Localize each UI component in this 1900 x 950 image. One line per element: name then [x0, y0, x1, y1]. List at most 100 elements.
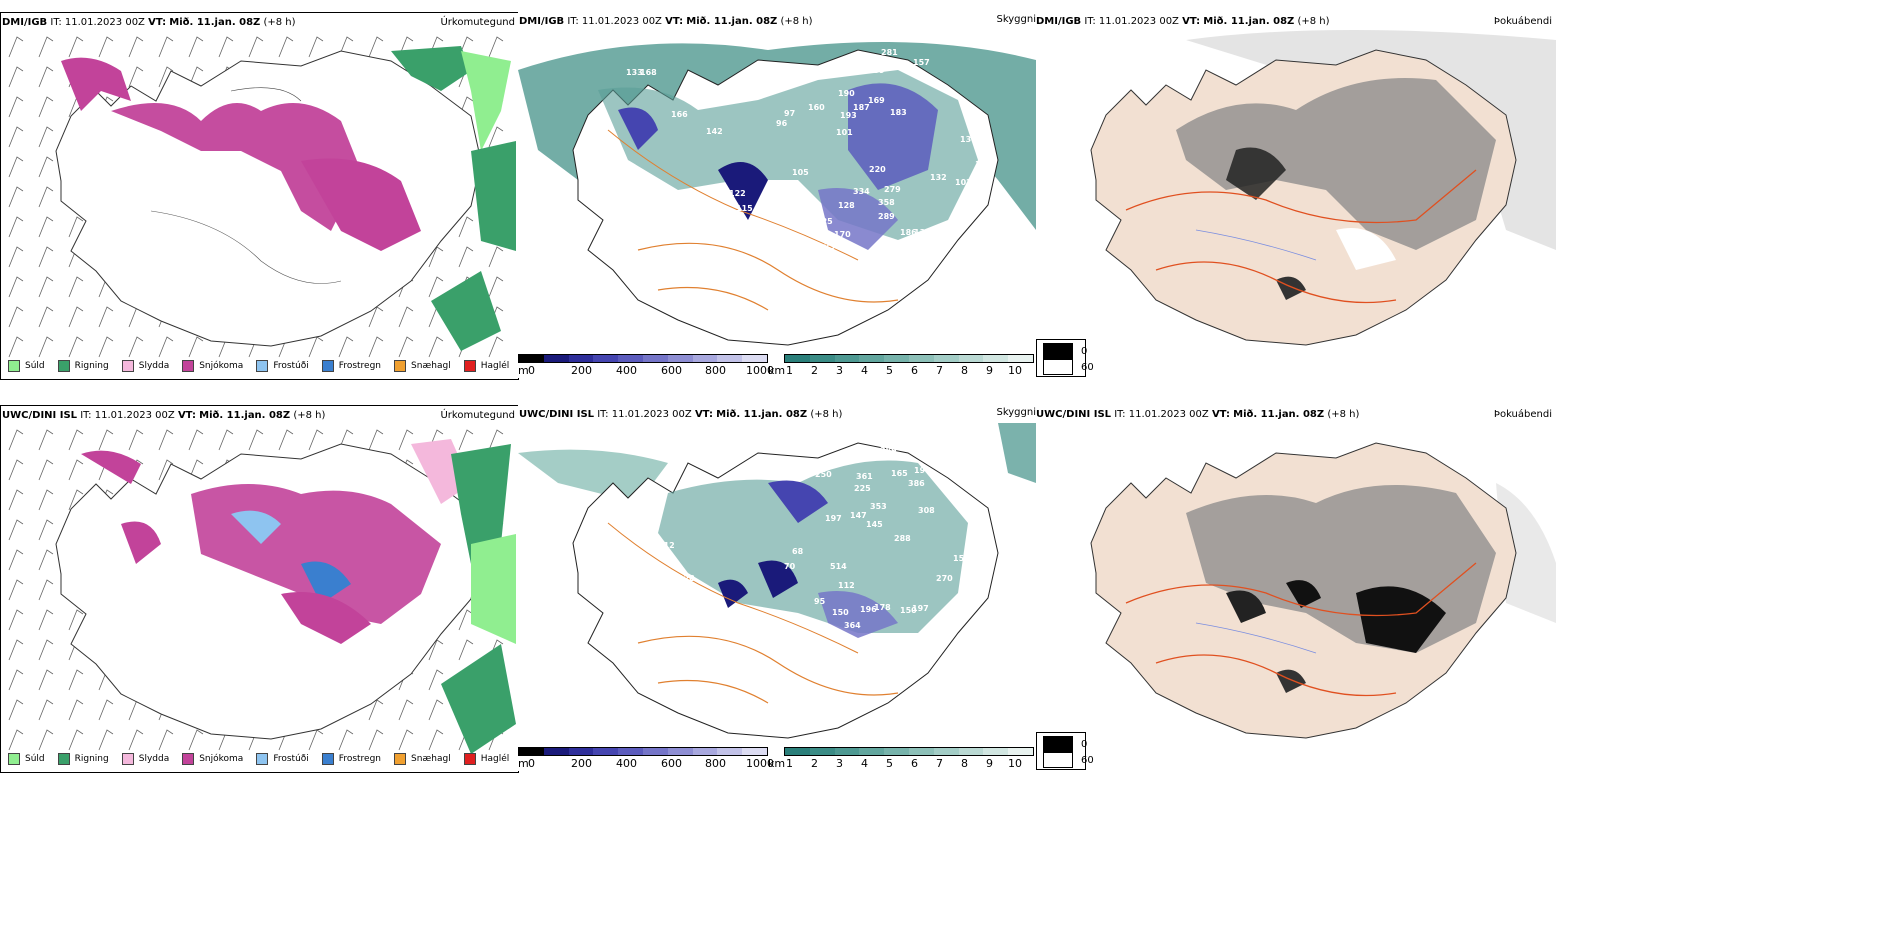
precip-legend: Súld Rigning Slydda Snjókoma Frostúði Fr… — [8, 360, 522, 372]
station-value: 160 — [808, 103, 825, 112]
panel-title: UWC/DINI ISL IT: 11.01.2023 00Z VT: Mið.… — [519, 409, 843, 420]
legend-swatch — [1043, 343, 1073, 359]
station-value: 216 — [799, 458, 816, 467]
legend-item-sudl: Súld — [8, 360, 45, 372]
station-value: 157 — [913, 58, 930, 67]
scale-ticks: km 1 2 3 4 5 6 7 8 9 10 — [768, 757, 1022, 770]
station-value: 97 — [784, 109, 795, 118]
fog-legend-item: 60 — [1043, 359, 1094, 375]
panel-title: DMI/IGB IT: 11.01.2023 00Z VT: Mið. 11.j… — [1036, 16, 1330, 27]
visibility-map: 389 141 216 250 361 165 196 386 225 353 … — [518, 423, 1036, 739]
station-value: 514 — [830, 562, 847, 571]
legend-swatch — [182, 360, 195, 372]
station-value: 308 — [918, 506, 935, 515]
field-name: Þokuábendi — [1493, 409, 1552, 420]
panel-title: DMI/IGB IT: 11.01.2023 00Z VT: Mið. 11.j… — [519, 16, 813, 27]
station-value: 170 — [834, 230, 851, 239]
station-value: 225 — [854, 484, 871, 493]
legend-swatch — [121, 360, 134, 372]
scale-bar — [784, 747, 1034, 756]
panel-title: DMI/IGB IT: 11.01.2023 00Z VT: Mið. 11.j… — [2, 17, 296, 28]
station-value: 141 — [780, 462, 797, 471]
station-value: 389 — [880, 446, 897, 455]
precip-legend: Súld Rigning Slydda Snjókoma Frostúði Fr… — [8, 753, 522, 765]
station-value: 128 — [660, 576, 677, 585]
legend-item-snjokoma: Snjókoma — [182, 753, 243, 765]
legend-item-frostudi: Frostúði — [256, 753, 309, 765]
legend-swatch — [463, 753, 476, 765]
station-value: 193 — [840, 111, 857, 120]
station-value: 197 — [912, 604, 929, 613]
station-value: 196 — [860, 605, 877, 614]
legend-item-frostregn: Frostregn — [321, 360, 381, 372]
legend-swatch — [321, 360, 334, 372]
legend-swatch — [57, 753, 70, 765]
fog-legend: 0 60 — [1036, 732, 1094, 770]
field-name: Skyggni — [996, 14, 1036, 25]
station-value: 250 — [815, 470, 832, 479]
scale-ticks: m 0 200 400 600 800 1000 — [518, 364, 774, 377]
legend-swatch — [256, 360, 269, 372]
legend-swatch — [1043, 736, 1073, 752]
legend-swatch — [8, 753, 20, 765]
field-name: Úrkomutegund — [440, 17, 515, 28]
station-value: 101 — [836, 128, 853, 137]
legend-swatch — [394, 360, 407, 372]
legend-item-slydda: Slydda — [121, 753, 169, 765]
legend-item-snaehagl: Snæhagl — [394, 753, 451, 765]
legend-item-frostudi: Frostúði — [256, 360, 309, 372]
legend-swatch — [394, 753, 407, 765]
legend-swatch — [57, 360, 70, 372]
panel-title: UWC/DINI ISL IT: 11.01.2023 00Z VT: Mið.… — [1036, 409, 1360, 420]
fog-legend: 0 60 — [1036, 339, 1094, 377]
station-value: 158 — [953, 554, 970, 563]
station-value: 112 — [838, 581, 855, 590]
station-value: 96 — [776, 119, 788, 128]
station-value: 128 — [838, 201, 855, 210]
station-value: 220 — [869, 165, 886, 174]
station-value: 95 — [814, 597, 826, 606]
visibility-scale: km 1 2 3 4 5 6 7 8 9 10 — [768, 747, 1034, 770]
station-value: 133 — [626, 68, 643, 77]
legend-swatch — [463, 360, 476, 372]
station-value: 128 — [678, 574, 695, 583]
field-name: Úrkomutegund — [440, 410, 515, 421]
station-value: 196 — [914, 466, 931, 475]
legend-item-rigning: Rigning — [57, 360, 109, 372]
fog-map — [1090, 442, 1556, 739]
station-value: 68 — [792, 547, 804, 556]
station-value: 353 — [864, 635, 881, 644]
station-value: 133 — [914, 228, 931, 237]
legend-swatch — [121, 753, 134, 765]
visibility-scale: km 1 2 3 4 5 6 7 8 9 10 — [768, 354, 1034, 377]
station-value: 142 — [706, 127, 723, 136]
station-value: 353 — [870, 502, 887, 511]
legend-item-haglel: Haglél — [463, 753, 509, 765]
station-value: 122 — [729, 189, 746, 198]
cloud-base-scale: m 0 200 400 600 800 1000 — [518, 354, 774, 377]
station-value: 147 — [850, 511, 867, 520]
station-value: 334 — [853, 187, 870, 196]
station-value: 178 — [874, 603, 891, 612]
station-value: 166 — [671, 110, 688, 119]
legend-swatch — [1043, 752, 1073, 768]
station-value: 148 — [785, 203, 802, 212]
legend-item-snaehagl: Snæhagl — [394, 360, 451, 372]
scale-bar — [518, 354, 768, 363]
scale-bar — [784, 354, 1034, 363]
visibility-panel-bottom: UWC/DINI ISL IT: 11.01.2023 00Z VT: Mið.… — [518, 405, 1036, 771]
station-value: 281 — [881, 48, 898, 57]
station-value: 132 — [930, 173, 947, 182]
station-value: 279 — [884, 185, 901, 194]
precip-map — [1, 424, 516, 754]
scale-bar — [518, 747, 768, 756]
precip-map — [1, 31, 516, 361]
legend-item-haglel: Haglél — [463, 360, 509, 372]
fog-legend-item: 0 — [1043, 736, 1087, 752]
legend-item-slydda: Slydda — [121, 360, 169, 372]
legend-item-frostregn: Frostregn — [321, 753, 381, 765]
station-value: 364 — [844, 621, 861, 630]
station-value: 150 — [900, 606, 917, 615]
fog-legend-item: 60 — [1043, 752, 1094, 768]
legend-swatch — [8, 360, 20, 372]
